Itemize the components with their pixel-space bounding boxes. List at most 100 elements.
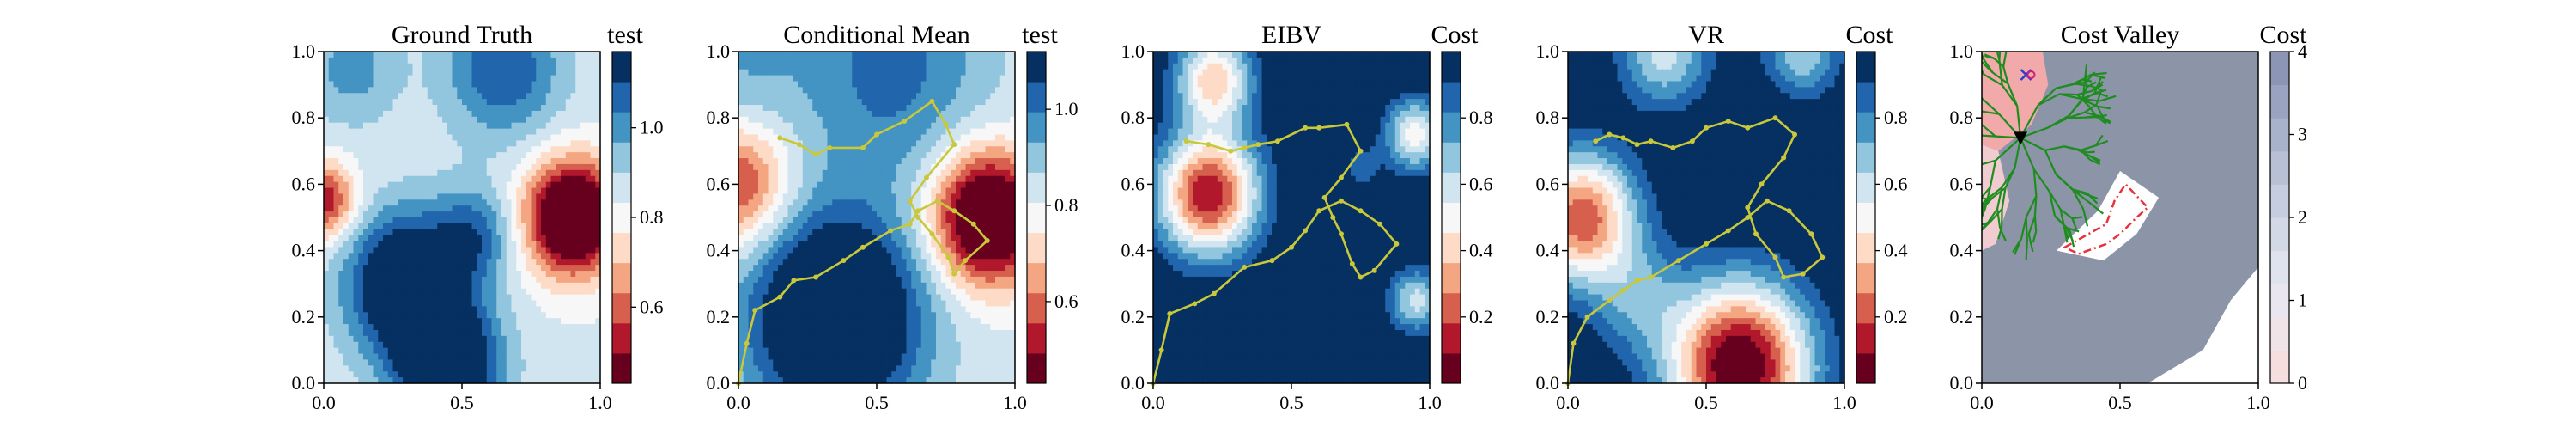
- heatmap-cell: [477, 371, 482, 377]
- heatmap-cell: [358, 271, 363, 277]
- heatmap-cell: [467, 211, 472, 217]
- heatmap-cell: [437, 205, 442, 211]
- heatmap-cell: [349, 123, 354, 129]
- heatmap-cell: [536, 348, 541, 354]
- heatmap-cell: [442, 359, 447, 365]
- heatmap-cell: [428, 271, 433, 277]
- heatmap-cell: [981, 135, 986, 141]
- heatmap-cell: [501, 70, 507, 76]
- heatmap-cell: [532, 87, 537, 93]
- heatmap-cell: [837, 158, 842, 164]
- heatmap-cell: [417, 342, 422, 348]
- heatmap-cell: [951, 235, 956, 241]
- heatmap-cell: [507, 330, 512, 336]
- heatmap-cell: [358, 182, 363, 188]
- heatmap-cell: [428, 265, 433, 271]
- heatmap-cell: [422, 135, 428, 141]
- heatmap-cell: [467, 182, 472, 188]
- heatmap-cell: [329, 342, 334, 348]
- heatmap-cell: [541, 241, 546, 248]
- heatmap-cell: [941, 146, 946, 152]
- heatmap-cell: [338, 105, 343, 111]
- heatmap-cell: [417, 164, 422, 170]
- heatmap-cell: [808, 164, 813, 170]
- heatmap-cell: [492, 158, 497, 164]
- heatmap-cell: [417, 146, 422, 152]
- heatmap-cell: [417, 152, 422, 158]
- heatmap-cell: [403, 277, 408, 283]
- heatmap-cell: [561, 336, 566, 342]
- heatmap-cell: [462, 354, 467, 360]
- heatmap-cell: [378, 359, 383, 365]
- heatmap-cell: [343, 283, 349, 289]
- heatmap-cell: [848, 81, 853, 87]
- heatmap-cell: [338, 123, 343, 129]
- heatmap-cell: [882, 58, 887, 64]
- heatmap-cell: [393, 135, 398, 141]
- heatmap-cell: [383, 235, 388, 241]
- heatmap-cell: [896, 87, 902, 93]
- heatmap-cell: [956, 164, 961, 170]
- heatmap-cell: [556, 87, 561, 93]
- heatmap-cell: [453, 259, 458, 265]
- heatmap-cell: [872, 76, 877, 82]
- heatmap-cell: [571, 318, 576, 324]
- heatmap-cell: [990, 76, 995, 82]
- heatmap-cell: [378, 348, 383, 354]
- heatmap-cell: [349, 306, 354, 312]
- heatmap-cell: [343, 158, 349, 164]
- heatmap-cell: [354, 76, 359, 82]
- heatmap-cell: [374, 117, 379, 123]
- heatmap-cell: [970, 117, 975, 123]
- heatmap-cell: [457, 259, 462, 265]
- heatmap-cell: [482, 371, 487, 377]
- heatmap-cell: [383, 247, 388, 253]
- heatmap-cell: [778, 105, 783, 111]
- heatmap-cell: [457, 123, 462, 129]
- heatmap-cell: [541, 271, 546, 277]
- heatmap-cell: [413, 283, 418, 289]
- heatmap-cell: [349, 241, 354, 248]
- heatmap-cell: [808, 117, 813, 123]
- heatmap-cell: [990, 129, 995, 135]
- heatmap-cell: [447, 330, 453, 336]
- heatmap-cell: [338, 301, 343, 307]
- heatmap-cell: [501, 81, 507, 87]
- heatmap-cell: [788, 235, 793, 241]
- heatmap-cell: [852, 193, 857, 199]
- heatmap-cell: [368, 359, 374, 365]
- heatmap-cell: [812, 111, 817, 117]
- heatmap-cell: [349, 354, 354, 360]
- heatmap-cell: [324, 342, 329, 348]
- heatmap-cell: [354, 259, 359, 265]
- heatmap-cell: [877, 217, 882, 223]
- heatmap-cell: [324, 348, 329, 354]
- heatmap-cell: [921, 152, 927, 158]
- heatmap-cell: [990, 235, 995, 241]
- heatmap-cell: [541, 265, 546, 271]
- heatmap-cell: [417, 365, 422, 371]
- heatmap-cell: [769, 193, 774, 199]
- heatmap-cell: [823, 170, 828, 176]
- heatmap-cell: [526, 87, 532, 93]
- heatmap-cell: [882, 146, 887, 152]
- heatmap-cell: [812, 211, 817, 217]
- heatmap-cell: [433, 342, 438, 348]
- heatmap-cell: [378, 193, 383, 199]
- heatmap-cell: [433, 211, 438, 217]
- heatmap-cell: [472, 123, 477, 129]
- heatmap-cell: [551, 365, 556, 371]
- heatmap-cell: [428, 152, 433, 158]
- heatmap-cell: [403, 188, 408, 194]
- heatmap-cell: [437, 223, 442, 229]
- heatmap-cell: [566, 324, 571, 330]
- heatmap-cell: [324, 312, 329, 318]
- heatmap-cell: [492, 342, 497, 348]
- heatmap-cell: [966, 223, 971, 229]
- heatmap-cell: [487, 158, 492, 164]
- heatmap-cell: [571, 324, 576, 330]
- heatmap-cell: [817, 205, 823, 211]
- heatmap-cell: [586, 117, 591, 123]
- heatmap-cell: [769, 87, 774, 93]
- heatmap-cell: [896, 188, 902, 194]
